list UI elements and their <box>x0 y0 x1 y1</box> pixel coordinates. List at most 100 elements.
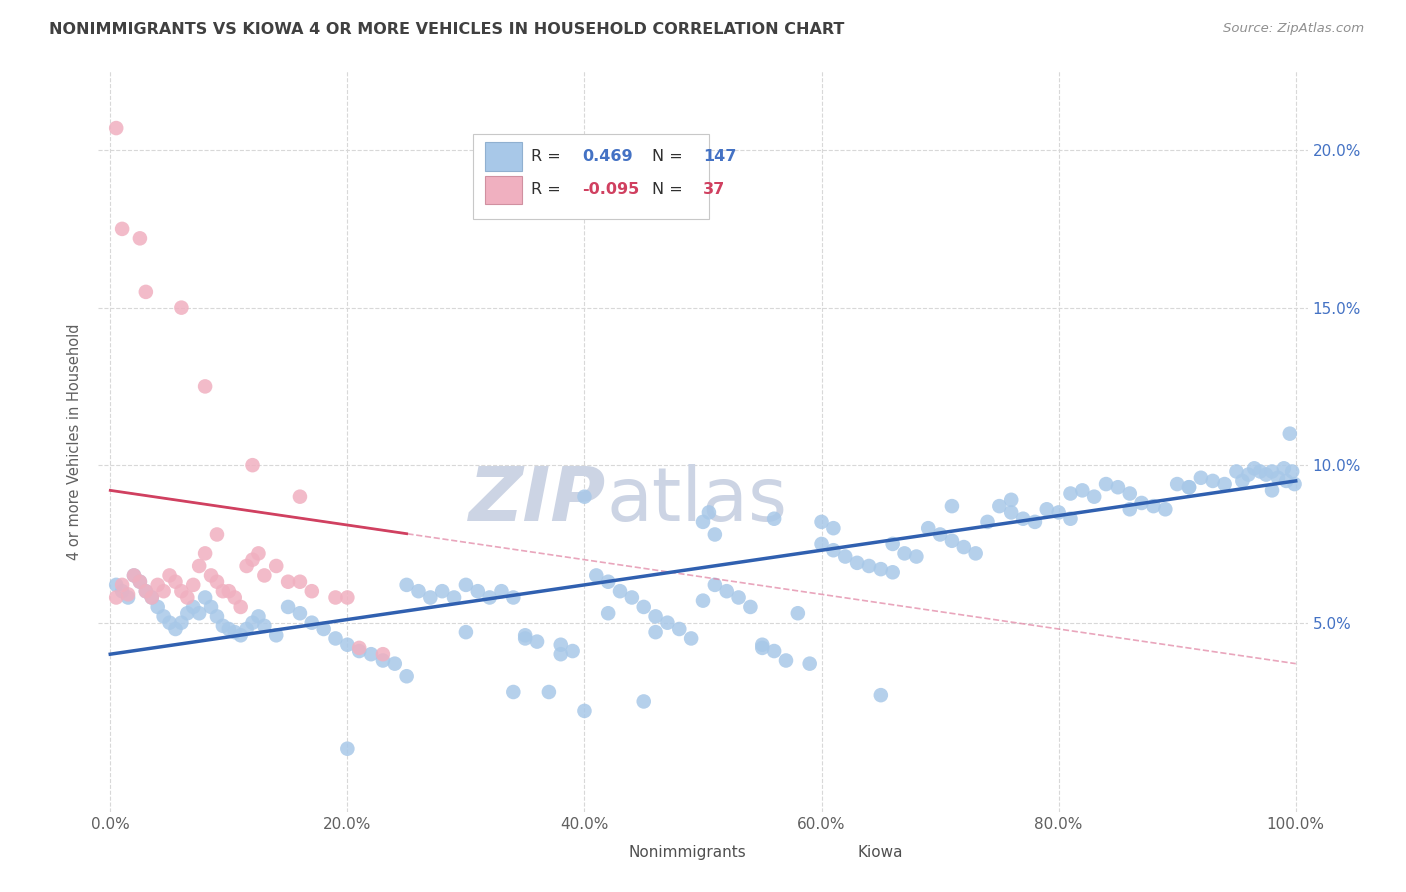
Point <box>122 568 145 582</box>
Point <box>751 640 773 655</box>
Point <box>170 584 193 599</box>
Point <box>194 591 217 605</box>
Point <box>1284 477 1306 491</box>
Bar <box>485 176 522 204</box>
Point <box>176 606 198 620</box>
Text: R =: R = <box>531 149 567 164</box>
Point <box>1142 499 1164 513</box>
Point <box>371 647 394 661</box>
Point <box>336 638 359 652</box>
Point <box>419 591 441 605</box>
Point <box>111 578 134 592</box>
Point <box>288 606 311 620</box>
Point <box>1278 426 1301 441</box>
Point <box>242 458 264 472</box>
Point <box>229 628 252 642</box>
Point <box>478 591 501 605</box>
Point <box>347 640 370 655</box>
Point <box>1119 502 1142 516</box>
Point <box>917 521 939 535</box>
Point <box>657 615 679 630</box>
Point <box>122 568 145 582</box>
Point <box>212 584 235 599</box>
Point <box>609 584 631 599</box>
Point <box>537 685 560 699</box>
Point <box>1249 465 1271 479</box>
Point <box>141 591 163 605</box>
Bar <box>811 839 848 866</box>
Point <box>727 591 749 605</box>
Point <box>200 599 222 614</box>
Point <box>965 546 987 560</box>
Point <box>152 584 174 599</box>
Point <box>1261 465 1284 479</box>
Point <box>976 515 998 529</box>
Point <box>105 121 128 136</box>
Point <box>408 584 430 599</box>
Point <box>111 584 134 599</box>
Point <box>905 549 928 564</box>
Point <box>141 591 163 605</box>
Point <box>941 499 963 513</box>
Point <box>181 599 204 614</box>
Text: N =: N = <box>652 149 688 164</box>
Point <box>858 559 880 574</box>
Point <box>1059 512 1081 526</box>
Point <box>454 578 477 592</box>
Text: -0.095: -0.095 <box>582 182 640 197</box>
Point <box>515 628 537 642</box>
Point <box>176 591 198 605</box>
Point <box>846 556 869 570</box>
Point <box>188 559 211 574</box>
Text: NONIMMIGRANTS VS KIOWA 4 OR MORE VEHICLES IN HOUSEHOLD CORRELATION CHART: NONIMMIGRANTS VS KIOWA 4 OR MORE VEHICLE… <box>49 22 845 37</box>
Point <box>188 606 211 620</box>
Point <box>229 599 252 614</box>
Point <box>1213 477 1236 491</box>
Point <box>598 606 620 620</box>
Point <box>1232 474 1254 488</box>
Point <box>1275 474 1298 488</box>
Point <box>336 741 359 756</box>
Point <box>1071 483 1094 498</box>
Point <box>170 615 193 630</box>
Point <box>395 578 418 592</box>
Point <box>598 574 620 589</box>
Point <box>1059 486 1081 500</box>
Point <box>288 490 311 504</box>
Text: atlas: atlas <box>606 464 787 537</box>
Point <box>1225 465 1247 479</box>
Point <box>988 499 1011 513</box>
Point <box>200 568 222 582</box>
Point <box>1000 492 1022 507</box>
Point <box>1261 483 1284 498</box>
Point <box>129 574 152 589</box>
Point <box>264 559 287 574</box>
Point <box>325 591 347 605</box>
Point <box>253 619 276 633</box>
Point <box>264 628 287 642</box>
Point <box>775 653 797 667</box>
Text: Kiowa: Kiowa <box>858 845 903 860</box>
Point <box>301 615 323 630</box>
Text: 0.469: 0.469 <box>582 149 633 164</box>
Point <box>194 379 217 393</box>
Point <box>242 615 264 630</box>
Point <box>869 562 891 576</box>
Point <box>235 559 257 574</box>
Point <box>395 669 418 683</box>
Point <box>1178 480 1201 494</box>
Bar <box>582 839 619 866</box>
Point <box>703 578 725 592</box>
Point <box>502 591 524 605</box>
Point <box>1237 467 1260 482</box>
Point <box>135 285 157 299</box>
Point <box>235 622 257 636</box>
Point <box>212 619 235 633</box>
Point <box>146 599 169 614</box>
Point <box>384 657 406 671</box>
Point <box>1166 477 1188 491</box>
Point <box>165 622 187 636</box>
Point <box>929 527 952 541</box>
Point <box>277 574 299 589</box>
Point <box>1267 471 1289 485</box>
